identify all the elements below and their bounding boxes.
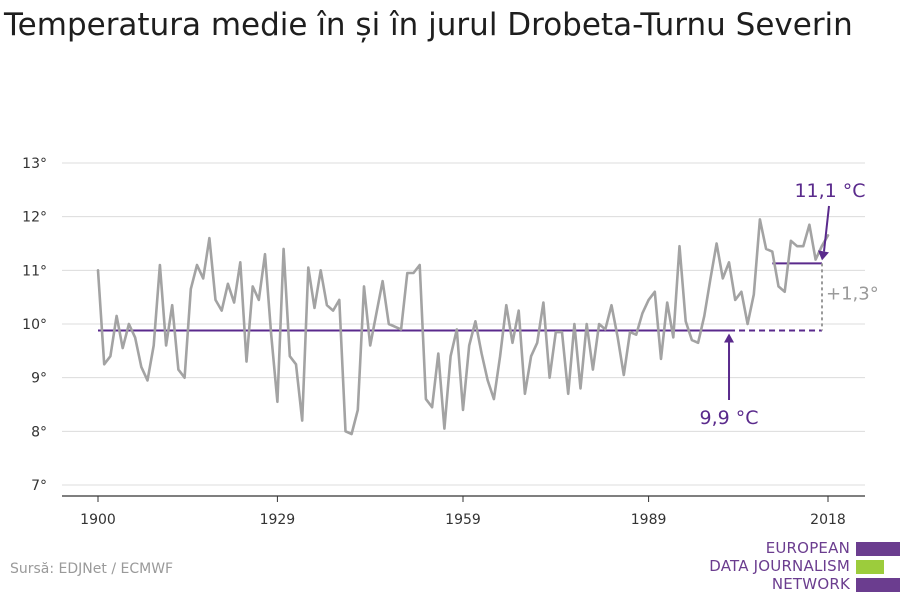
x-tick-label: 1989	[631, 512, 667, 528]
annotations: +1,3° 9,9 °C 11,1 °C	[700, 180, 879, 429]
y-tick-label: 11°	[22, 263, 47, 279]
edjnet-logo: EUROPEAN DATA JOURNALISM NETWORK	[650, 539, 900, 595]
logo-line-1: EUROPEAN	[765, 539, 850, 557]
x-tick-label: 1959	[445, 512, 481, 528]
y-tick-label: 10°	[22, 317, 47, 333]
y-axis-ticks: 7° 8° 9° 10° 11° 12° 13°	[22, 156, 47, 494]
series-layer	[96, 218, 830, 436]
logo-bar-middle	[856, 560, 884, 574]
recent-arrow-head	[818, 250, 829, 261]
y-tick-label: 9°	[31, 371, 47, 387]
difference-label: +1,3°	[826, 283, 879, 304]
x-tick-label: 1929	[260, 512, 296, 528]
gridlines	[62, 162, 865, 486]
recent-arrow-shaft	[823, 205, 830, 252]
y-tick-label: 13°	[22, 156, 47, 172]
baseline-value-label: 9,9 °C	[700, 407, 759, 429]
y-tick-label: 7°	[31, 478, 47, 494]
x-tick-label: 2018	[810, 512, 846, 528]
logo-bar-bottom	[856, 578, 900, 592]
logo-line-2: DATA JOURNALISM	[709, 557, 850, 575]
recent-value-label: 11,1 °C	[794, 180, 865, 202]
source-credit: Sursă: EDJNet / ECMWF	[10, 561, 174, 577]
x-tick-label: 1900	[80, 512, 116, 528]
y-tick-label: 8°	[31, 424, 47, 440]
temperature-line	[96, 218, 830, 436]
x-axis: 1900 1929 1959 1989 2018	[62, 495, 865, 528]
baseline-arrow-head	[724, 333, 735, 343]
reference-lines	[98, 262, 822, 332]
chart-title: Temperatura medie în și în jurul Drobeta…	[4, 7, 853, 43]
logo-bar-top	[856, 542, 900, 556]
logo-line-3: NETWORK	[771, 575, 850, 593]
y-tick-label: 12°	[22, 210, 47, 226]
